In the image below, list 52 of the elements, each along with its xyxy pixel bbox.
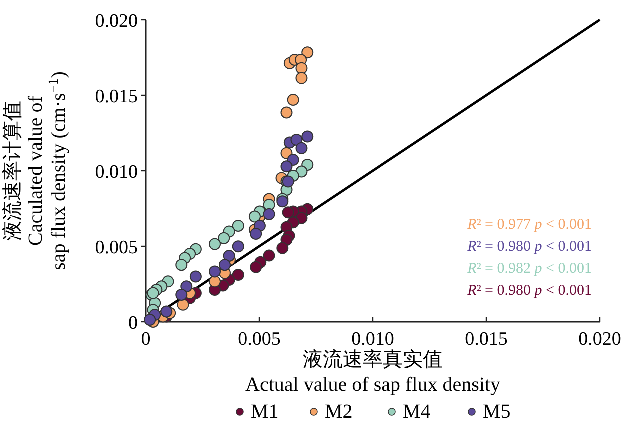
point (302, 130, 314, 143)
point (209, 276, 222, 288)
y-tick-label: 0.015 (95, 86, 138, 108)
point (232, 220, 244, 232)
x-tick-label: 0.005 (238, 329, 281, 350)
point (296, 72, 308, 84)
point (250, 228, 262, 240)
y-tick-label: 0.005 (95, 238, 138, 258)
point (276, 242, 289, 254)
x-tick-label: 0 (141, 329, 151, 350)
point (232, 240, 244, 253)
x-tick-label: 0.020 (578, 329, 622, 350)
point (176, 259, 188, 272)
point (144, 314, 156, 326)
point (223, 250, 236, 262)
x-tick-label: 0.015 (465, 329, 508, 350)
y-tick-label: 0 (128, 313, 138, 334)
point (209, 266, 222, 278)
point (176, 288, 188, 301)
point (177, 298, 190, 311)
point (296, 62, 308, 74)
point (218, 259, 231, 272)
x-tick-label: 0.010 (352, 329, 394, 350)
point (280, 160, 293, 173)
point (209, 238, 222, 250)
point (287, 94, 300, 106)
point (248, 210, 261, 223)
annotation: R² = 0.980 p < 0.001 (466, 283, 592, 299)
y-tick-label: 0.010 (95, 162, 138, 183)
point (290, 134, 303, 146)
point (276, 196, 289, 208)
legend-label: M2 (325, 401, 353, 423)
point (263, 250, 276, 262)
point (302, 46, 314, 59)
legend-label: M1 (251, 401, 279, 423)
legend-label: M5 (483, 401, 511, 423)
annotation: R² = 0.980 p < 0.001 (466, 239, 592, 255)
point (280, 106, 293, 119)
point (160, 306, 173, 318)
legend-label: M4 (403, 401, 431, 423)
annotation: R² = 0.982 p < 0.001 (466, 261, 592, 277)
point (180, 280, 193, 293)
point (190, 270, 202, 283)
x-axis-title: 液流速率真实值 Actual value of sap flux density (246, 349, 500, 396)
y-tick-label: 0.020 (95, 11, 138, 32)
point (296, 142, 308, 154)
point (263, 208, 276, 220)
point (250, 261, 262, 274)
point (232, 269, 244, 282)
point (282, 206, 294, 219)
annotation: R² = 0.977 p < 0.001 (466, 217, 592, 233)
point (218, 232, 230, 244)
